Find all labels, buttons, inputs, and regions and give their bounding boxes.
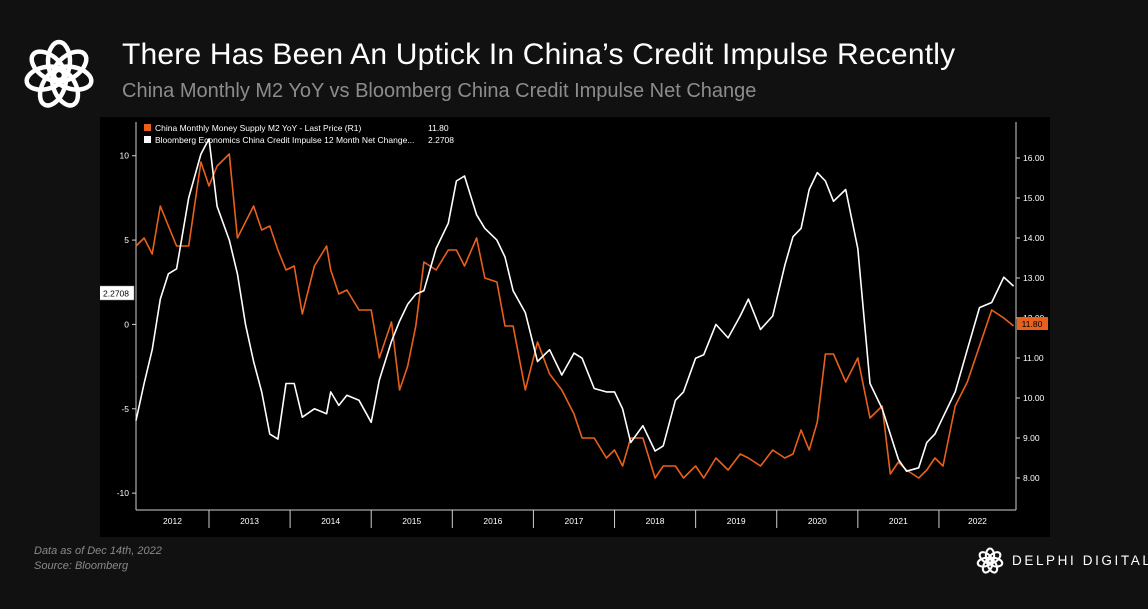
series-line-credit-impulse bbox=[135, 138, 1015, 473]
x-tick-label: 2013 bbox=[240, 516, 259, 526]
chart-background bbox=[100, 117, 1050, 537]
left-last-value-tag bbox=[100, 285, 135, 301]
x-tick-label: 2020 bbox=[808, 516, 827, 526]
x-tick-label: 2017 bbox=[565, 516, 584, 526]
legend-label-impulse: Bloomberg Economics China Credit Impulse… bbox=[155, 135, 414, 145]
legend-value-impulse: 2.2708 bbox=[428, 135, 454, 145]
source-credit: Source: Bloomberg bbox=[34, 560, 129, 572]
flower-logo-icon bbox=[24, 39, 94, 108]
x-tick-label: 2019 bbox=[727, 516, 746, 526]
x-tick-label: 2015 bbox=[402, 516, 421, 526]
right-tick-label: 9.00 bbox=[1023, 433, 1040, 443]
brand-name: DELPHI DIGITAL bbox=[1012, 553, 1148, 568]
page-title: There Has Been An Uptick In China’s Cred… bbox=[122, 38, 956, 71]
right-tick-label: 16.00 bbox=[1023, 153, 1045, 163]
right-tick-label: 8.00 bbox=[1023, 473, 1040, 483]
legend-value-m2: 11.80 bbox=[428, 123, 449, 133]
dual-axis-line-chart: 2012 2013 2014 2015 2016 2017 2018 2019 2020 2021… bbox=[100, 117, 1050, 537]
right-tick-label: 11.00 bbox=[1023, 353, 1044, 363]
left-tick-label: -5 bbox=[121, 404, 129, 414]
legend-swatch-m2 bbox=[144, 124, 151, 131]
flower-logo-icon bbox=[976, 547, 1004, 574]
legend-swatch-impulse bbox=[144, 136, 151, 143]
right-last-value-tag bbox=[1017, 317, 1048, 330]
x-tick-label: 2014 bbox=[321, 516, 340, 526]
left-tick-label: 0 bbox=[124, 319, 129, 329]
data-date-note: Data as of Dec 14th, 2022 bbox=[34, 545, 162, 557]
brand-mark: DELPHI DIGITAL bbox=[976, 546, 1148, 576]
legend-label-m2: China Monthly Money Supply M2 YoY - Last… bbox=[155, 123, 361, 133]
left-tick-label: 5 bbox=[124, 235, 129, 245]
right-tick-label: 13.00 bbox=[1023, 273, 1045, 283]
page-subtitle: China Monthly M2 YoY vs Bloomberg China … bbox=[122, 80, 757, 102]
x-tick-label: 2022 bbox=[968, 516, 987, 526]
x-tick-label: 2016 bbox=[483, 516, 502, 526]
right-tick-label: 10.00 bbox=[1023, 393, 1045, 403]
right-tick-label: 14.00 bbox=[1023, 233, 1045, 243]
source-note: Data as of Dec 14th, 2022 Source: Bloomb… bbox=[34, 544, 162, 574]
right-last-value-label: 11.80 bbox=[1022, 319, 1043, 329]
x-tick-label: 2012 bbox=[163, 516, 182, 526]
x-tick-label: 2021 bbox=[889, 516, 908, 526]
right-tick-label: 15.00 bbox=[1023, 193, 1045, 203]
chart-area: 2012 2013 2014 2015 2016 2017 2018 2019 2020 2021… bbox=[100, 117, 1050, 537]
legend: China Monthly Money Supply M2 YoY - Last… bbox=[144, 123, 454, 145]
left-tick-label: 10 bbox=[120, 151, 130, 161]
left-tick-label: -10 bbox=[117, 488, 130, 498]
series-line-m2-yoy bbox=[135, 153, 1015, 479]
left-last-value-label: 2.2708 bbox=[103, 289, 129, 299]
x-tick-label: 2018 bbox=[646, 516, 665, 526]
